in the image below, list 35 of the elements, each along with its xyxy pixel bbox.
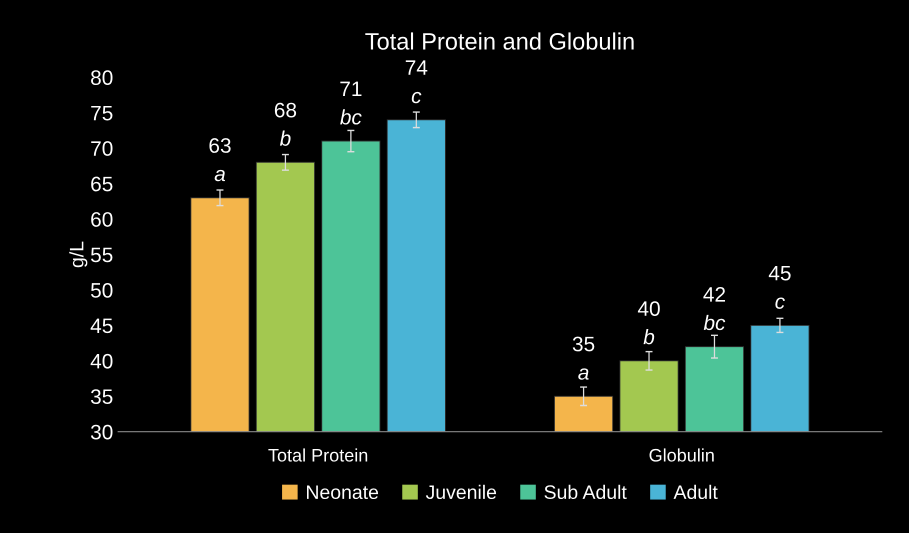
y-tick-label: 70 <box>91 141 112 156</box>
annotation: bc <box>704 314 726 330</box>
data-label: 63 <box>209 138 231 153</box>
annotation: bc <box>340 109 362 125</box>
legend-label: Juvenile <box>426 484 496 500</box>
data-label: 68 <box>274 102 296 118</box>
annotation: a <box>214 170 226 182</box>
x-tick-label: Globulin <box>650 448 714 462</box>
data-label: 45 <box>768 266 791 281</box>
legend-label: Sub Adult <box>544 484 627 500</box>
y-tick-label: 40 <box>90 354 112 369</box>
y-tick-label: 65 <box>91 176 112 192</box>
data-label: 42 <box>703 287 726 302</box>
chart-title: Total Protein and Globulin <box>365 32 634 50</box>
data-label: 74 <box>406 60 428 75</box>
legend-label: Adult <box>674 484 718 500</box>
annotation: b <box>644 329 654 344</box>
annotation: a <box>578 368 589 380</box>
y-tick-label: 30 <box>90 424 112 440</box>
annotation: c <box>412 92 422 104</box>
y-tick-label: 60 <box>91 212 112 227</box>
y-tick-label: 80 <box>91 70 112 86</box>
legend-label: Neonate <box>307 485 378 500</box>
y-tick-label: 55 <box>90 248 112 262</box>
y-tick-label: 75 <box>91 106 112 120</box>
y-tick-label: 50 <box>90 282 112 298</box>
annotation: c <box>775 297 785 309</box>
annotation: b <box>280 130 291 146</box>
data-label: 40 <box>638 301 660 316</box>
y-tick-label: 35 <box>90 389 112 404</box>
data-label: 35 <box>572 336 594 352</box>
data-label: 71 <box>340 82 362 96</box>
y-axis-title: g/L <box>69 242 88 268</box>
x-tick-label: Total Protein <box>268 448 368 462</box>
y-tick-label: 45 <box>90 318 112 334</box>
